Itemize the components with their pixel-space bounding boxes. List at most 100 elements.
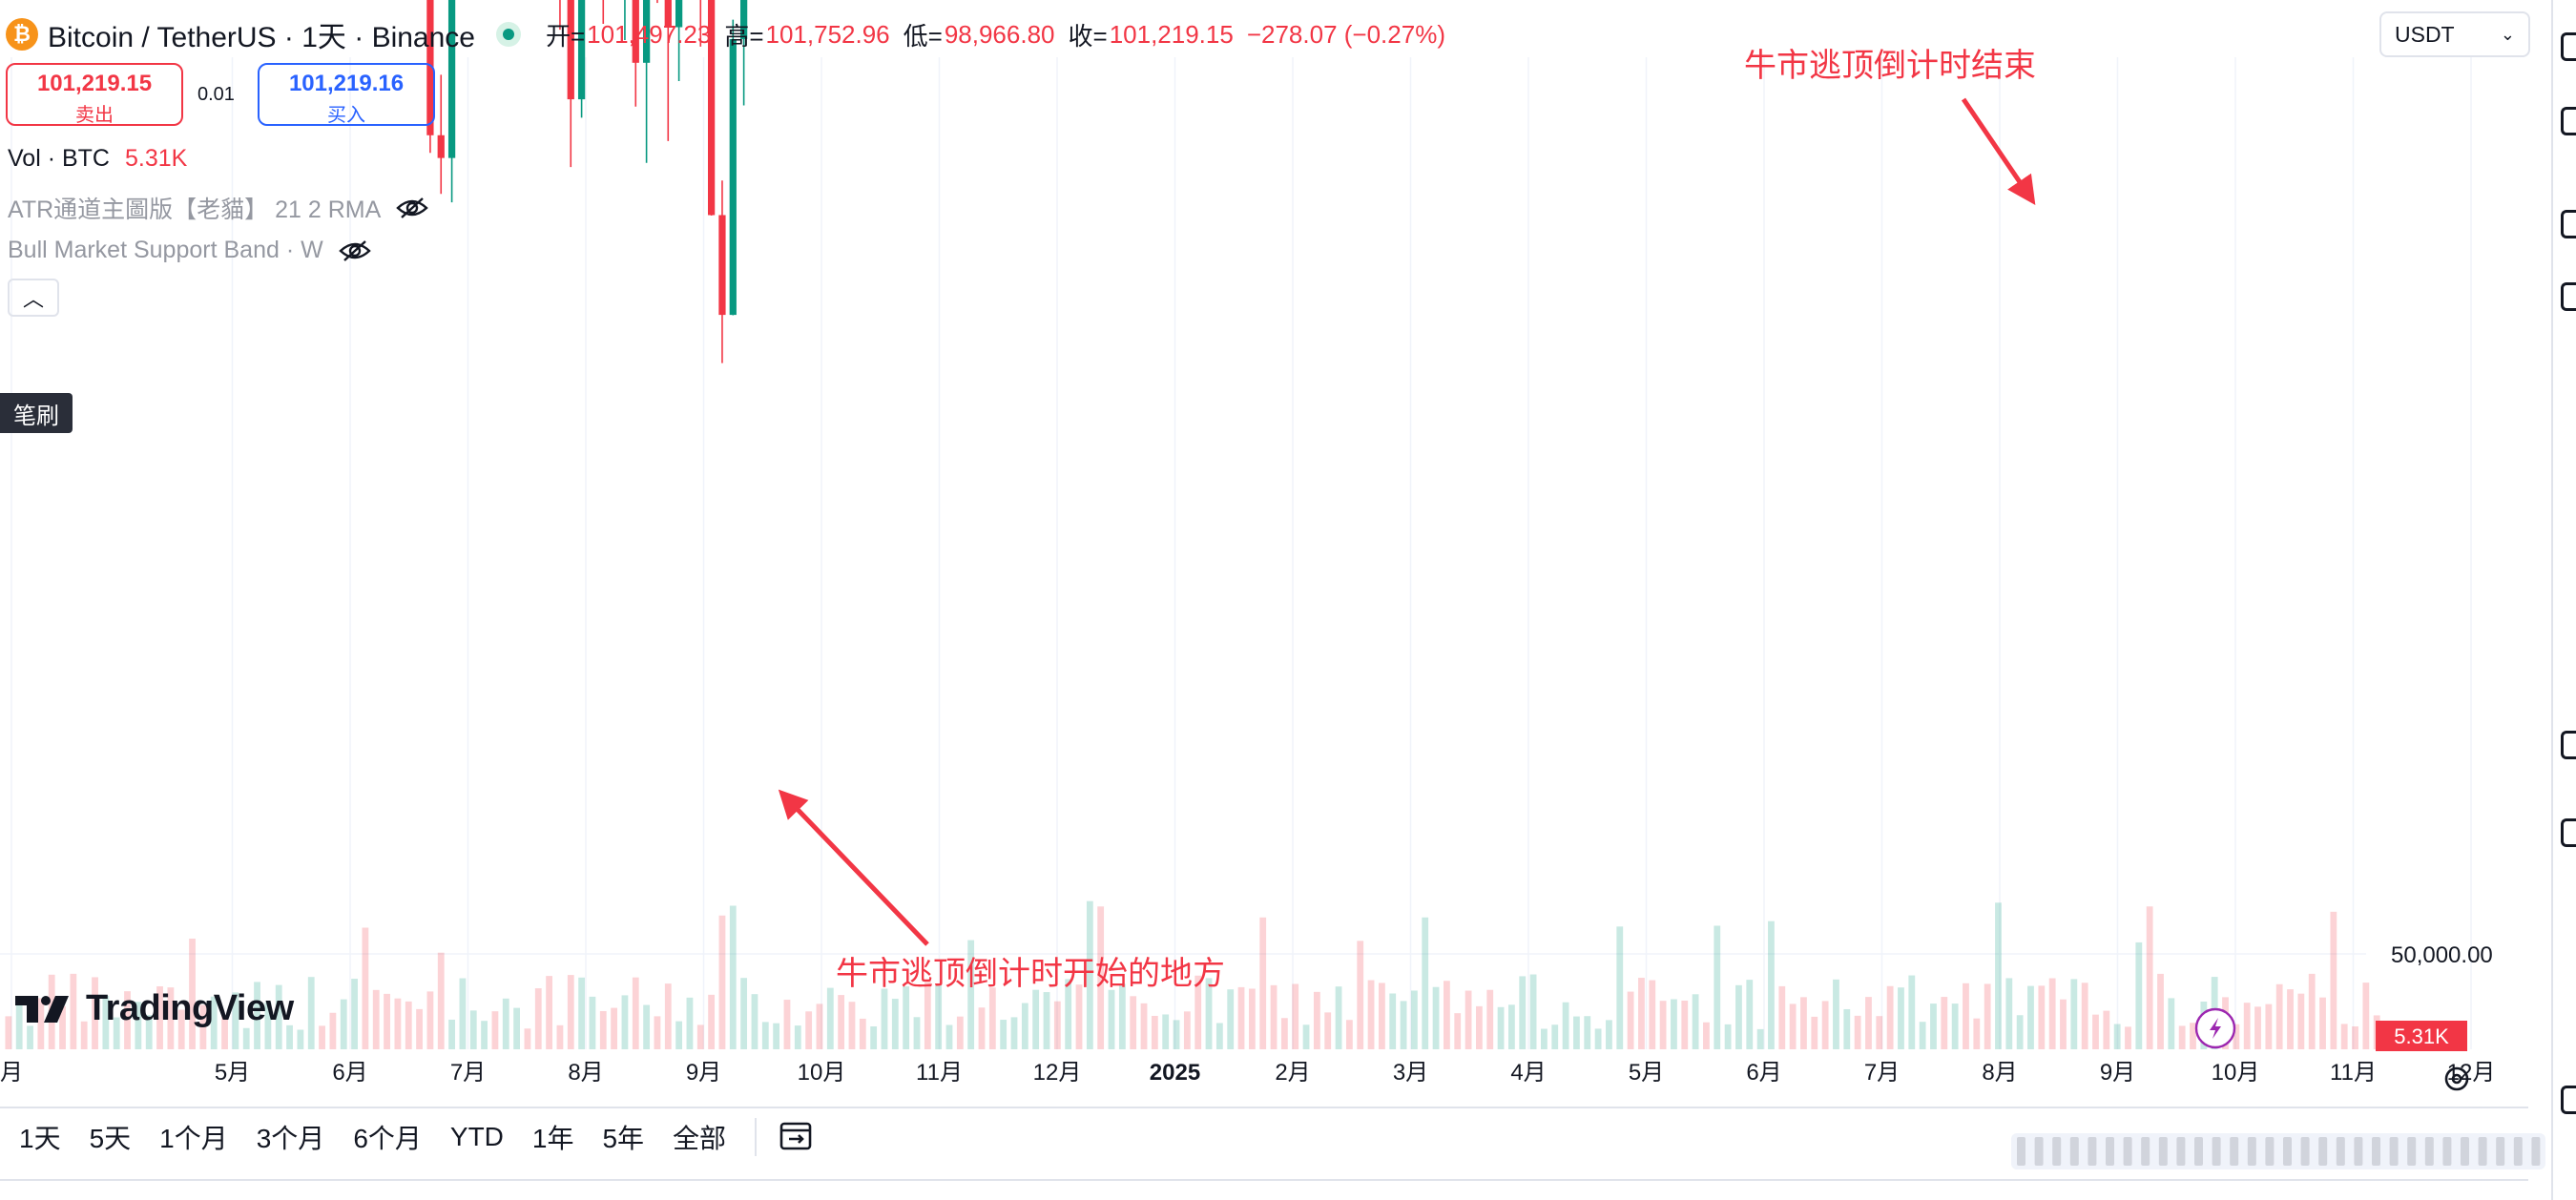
ohlc-low-value: 98,966.80 — [944, 19, 1055, 49]
volume-bar — [2190, 1023, 2196, 1049]
scrollbar-tick — [2318, 1137, 2328, 1166]
range-3m[interactable]: 3个月 — [256, 1124, 325, 1153]
volume-bar — [1541, 1028, 1548, 1049]
chevron-down-icon: ⌄ — [2500, 24, 2515, 44]
volume-indicator-legend[interactable]: Vol · BTC 5.31K — [8, 145, 187, 173]
symbol-title[interactable]: Bitcoin / TetherUS · 1天 · Binance — [48, 22, 475, 53]
price-axis: 50,000.0060,000.0070,000.0080,000.0090,0… — [2391, 942, 2493, 968]
volume-bar — [1237, 986, 1245, 1049]
scrollbar-tick — [2372, 1137, 2380, 1166]
volume-bar — [783, 1000, 791, 1049]
sell-button[interactable]: 101,219.15 卖出 — [6, 63, 183, 126]
last-price-tag: BTCUSDT101,219.1521:48:325.31K — [2194, 1007, 2467, 1051]
volume-bar — [329, 1012, 337, 1049]
help-icon[interactable] — [2561, 731, 2576, 759]
volume-bar — [611, 1007, 618, 1049]
range-1y[interactable]: 1年 — [531, 1124, 574, 1153]
range-5d[interactable]: 5天 — [89, 1124, 132, 1153]
volume-bar — [27, 1025, 33, 1049]
gear-icon-hub — [2451, 1073, 2462, 1085]
scrollbar-tick — [2052, 1137, 2062, 1166]
brush-tag[interactable]: 笔刷 — [0, 393, 73, 433]
range-1m[interactable]: 1个月 — [159, 1124, 228, 1153]
volume-bar — [1562, 1002, 1569, 1049]
volume-bar — [448, 1019, 455, 1049]
time-tick-label: 8月 — [568, 1060, 603, 1086]
volume-bar — [1843, 1008, 1851, 1049]
volume-bar — [1865, 997, 1872, 1049]
volume-bar — [5, 1016, 12, 1049]
volume-bar — [1032, 989, 1040, 1049]
currency-value: USDT — [2395, 21, 2455, 47]
replay-icon[interactable] — [778, 1118, 816, 1156]
right-toolbar — [2551, 0, 2576, 1200]
volume-bar — [1259, 917, 1267, 1049]
volume-bar — [2103, 1010, 2110, 1049]
atr-indicator-legend[interactable]: ATR通道主圖版【老貓】 21 2 RMA — [8, 191, 429, 225]
volume-bar — [1422, 917, 1429, 1049]
volume-bar — [1280, 1018, 1288, 1049]
volume-bar — [1400, 1001, 1407, 1049]
scrollbar-tick — [2478, 1137, 2487, 1166]
sell-label: 卖出 — [75, 105, 114, 126]
volume-bar — [838, 995, 845, 1049]
watchlist-icon[interactable] — [2561, 32, 2576, 61]
buy-button[interactable]: 101,219.16 买入 — [258, 63, 435, 126]
volume-bar — [1919, 1022, 1926, 1049]
hidden-eye-icon[interactable] — [396, 197, 429, 219]
range-6m[interactable]: 6个月 — [353, 1124, 422, 1153]
volume-bar — [881, 988, 888, 1049]
volume-bar — [1324, 1012, 1332, 1049]
volume-bar — [242, 1027, 250, 1049]
volume-bar — [1497, 1006, 1505, 1049]
volume-bar — [761, 1022, 769, 1049]
chat-icon[interactable] — [2561, 282, 2576, 311]
volume-bar — [254, 982, 260, 1049]
volume-bar — [1302, 1024, 1310, 1049]
volume-bar — [513, 1007, 520, 1049]
market-open-dot-icon — [495, 22, 521, 47]
bull-band-indicator-legend[interactable]: Bull Market Support Band · W — [8, 237, 371, 264]
range-5y[interactable]: 5年 — [602, 1124, 645, 1153]
lightning-icon[interactable] — [2194, 1007, 2236, 1049]
volume-bar — [2048, 978, 2056, 1049]
ideas-icon[interactable] — [2561, 210, 2576, 238]
volume-badge[interactable] — [2376, 1021, 2467, 1051]
volume-indicator-label: Vol · BTC — [8, 145, 110, 172]
volume-bar — [1519, 976, 1527, 1049]
scrollbar-tick — [2069, 1137, 2079, 1166]
volume-bar — [2265, 1003, 2273, 1049]
range-all[interactable]: 全部 — [673, 1124, 727, 1153]
candle-body — [664, 0, 672, 28]
volume-bar — [2308, 973, 2316, 1049]
volume-bar — [221, 1015, 228, 1049]
ohlc-high-key: 高= — [724, 21, 764, 51]
notifications-icon[interactable] — [2561, 1086, 2576, 1114]
volume-bar — [1270, 984, 1278, 1049]
tradingview-logo[interactable]: TradingView — [13, 988, 294, 1029]
volume-bar — [718, 915, 726, 1049]
alert-clock-icon[interactable] — [2561, 107, 2576, 135]
chart-header: ₿ Bitcoin / TetherUS · 1天 · Binance 开= 10… — [6, 13, 1445, 55]
timeline-scrollbar[interactable] — [2011, 1133, 2545, 1169]
gear-icon[interactable] — [2444, 1066, 2469, 1091]
volume-bar — [1951, 1003, 1959, 1049]
scrollbar-tick — [2123, 1137, 2132, 1166]
range-ytd[interactable]: YTD — [449, 1122, 504, 1151]
calendar-icon[interactable] — [2561, 818, 2576, 847]
collapse-legend-button[interactable]: ︿ — [8, 279, 59, 317]
volume-bar — [502, 998, 509, 1049]
currency-select[interactable]: USDT ⌄ — [2379, 11, 2530, 57]
volume-bar — [340, 999, 347, 1049]
volume-bar — [1681, 1000, 1689, 1049]
volume-bar — [1086, 900, 1093, 1049]
time-tick-label: 3月 — [1393, 1060, 1428, 1086]
range-1d[interactable]: 1天 — [19, 1124, 61, 1153]
volume-bar — [362, 927, 369, 1049]
volume-bar — [1714, 925, 1721, 1049]
scrollbar-tick — [2194, 1137, 2203, 1166]
scrollbar-tick — [2017, 1137, 2025, 1166]
hidden-eye-icon[interactable] — [338, 239, 371, 262]
volume-bar — [1053, 1001, 1061, 1049]
